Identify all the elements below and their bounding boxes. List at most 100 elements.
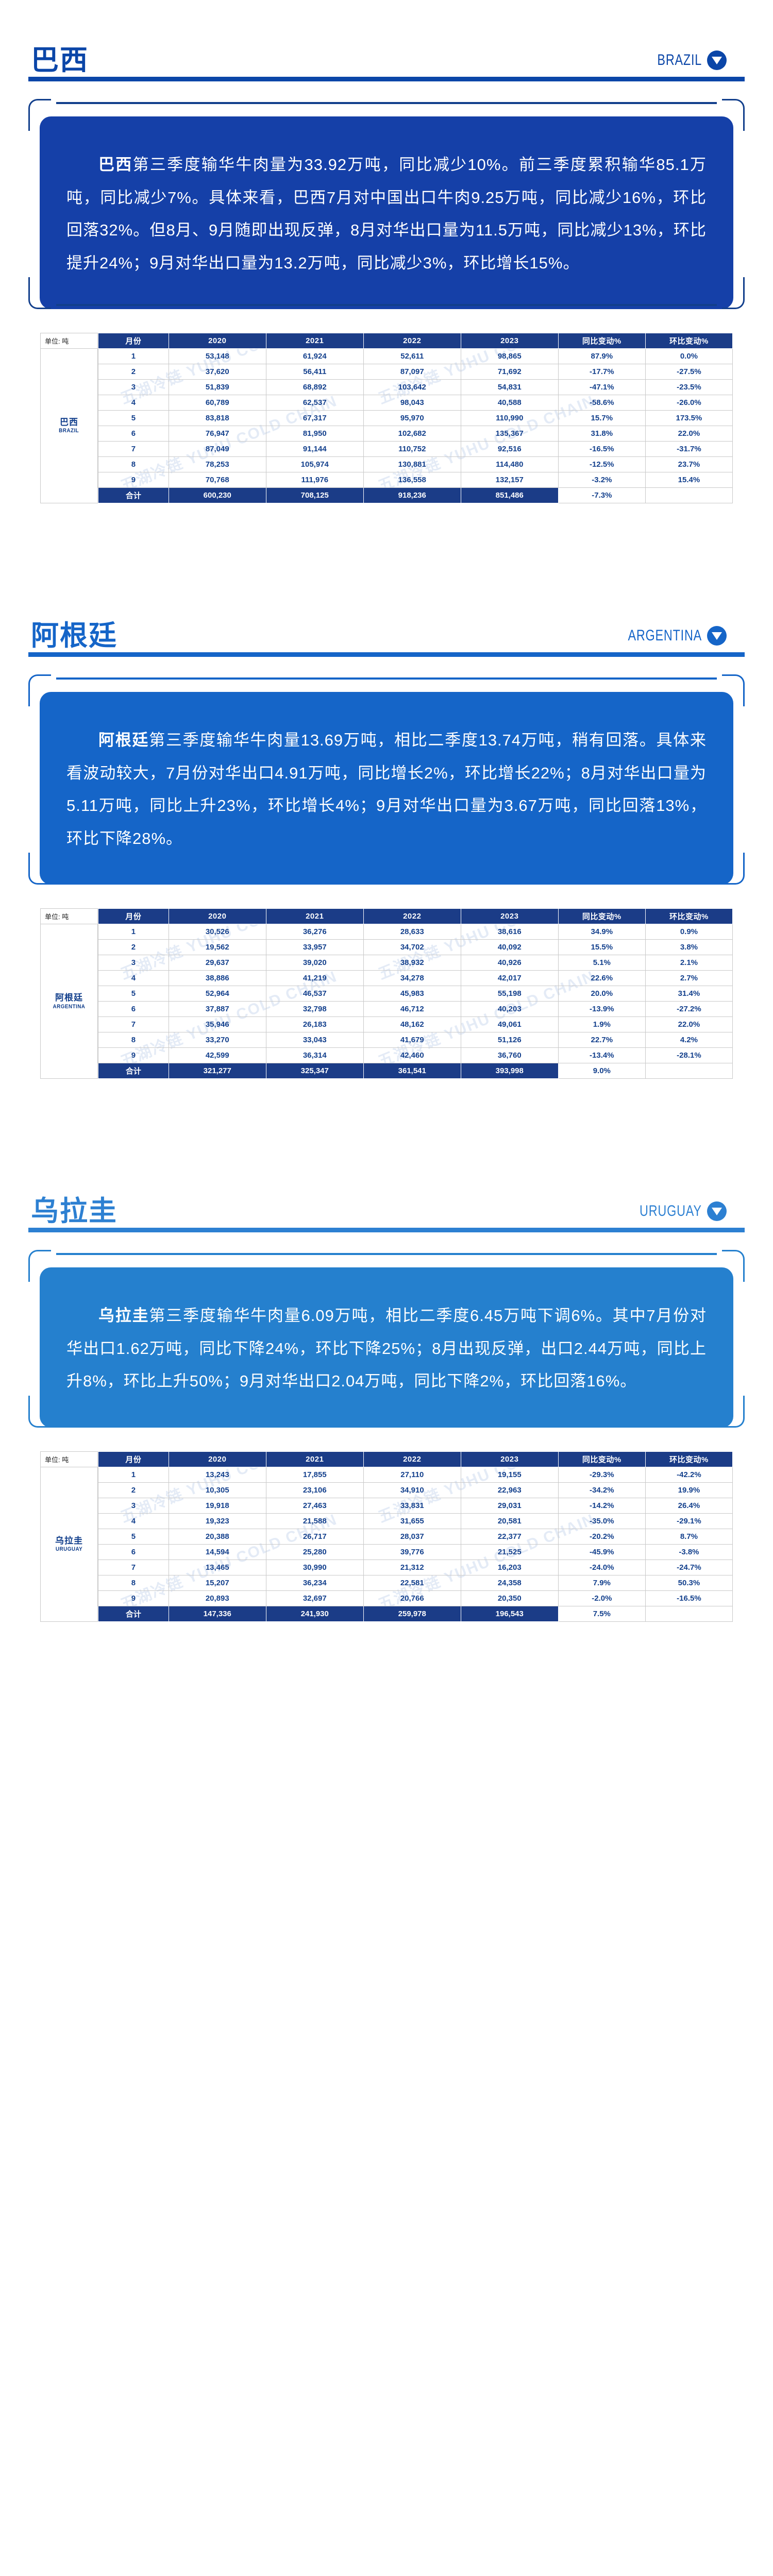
table-cell: 5 — [98, 410, 169, 427]
table-cell: -42.2% — [645, 1467, 733, 1483]
table-cell: 36,760 — [460, 1047, 559, 1064]
table-unit-column: 单位: 吨阿根廷 ARGENTINA — [40, 908, 98, 1079]
section-title-cn: 巴西 — [31, 45, 89, 76]
table-header-cell: 2022 — [363, 1451, 461, 1468]
table-cell: 26.4% — [645, 1498, 733, 1514]
table-header-cell: 月份 — [98, 1451, 169, 1468]
table-cell: 52,964 — [168, 986, 266, 1002]
table-cell: 56,411 — [265, 364, 364, 380]
table-cell: 62,537 — [265, 395, 364, 411]
table-total-cell — [645, 1606, 733, 1622]
table-cell: -58.6% — [558, 395, 646, 411]
table-cell: 87,049 — [168, 441, 266, 457]
quote-card-brazil: 巴西第三季度输华牛肉量为33.92万吨，同比减少10%。前三季度累积输华85.1… — [28, 99, 745, 310]
table-cell: 87,097 — [363, 364, 461, 380]
table-row: 8 78,253 105,974 130,881 114,480 -12.5% 23.7% — [98, 456, 733, 473]
table-cell: 10,305 — [168, 1482, 266, 1499]
table-cell: 102,682 — [363, 426, 461, 442]
table-cell: 25,280 — [265, 1544, 364, 1561]
table-total-cell: 600,230 — [168, 487, 266, 504]
table-row: 8 33,270 33,043 41,679 51,126 22.7% 4.2% — [98, 1032, 733, 1048]
table-cell: -23.5% — [645, 379, 733, 396]
table: 月份 2020 2021 2022 2023 同比变动% 环比变动% 1 53,148 61,92… — [98, 333, 733, 504]
table-row: 7 13,465 30,990 21,312 16,203 -24.0% -24.7% — [98, 1560, 733, 1576]
table-cell: -20.2% — [558, 1529, 646, 1545]
table-cell: 20,388 — [168, 1529, 266, 1545]
table-cell: 36,314 — [265, 1047, 364, 1064]
table-cell: 42,460 — [363, 1047, 461, 1064]
table-cell: 110,990 — [460, 410, 559, 427]
table-cell: 6 — [98, 1544, 169, 1561]
table-cell: 40,588 — [460, 395, 559, 411]
table-row: 7 35,946 26,183 48,162 49,061 1.9% 22.0% — [98, 1016, 733, 1033]
table-cell: 45,983 — [363, 986, 461, 1002]
table-unit-label: 单位: 吨 — [41, 909, 97, 925]
table-cell: 3 — [98, 1498, 169, 1514]
section-header-uruguay: 乌拉圭 URUGUAY — [0, 1156, 773, 1239]
section-header-brazil: 巴西 BRAZIL — [0, 5, 773, 88]
table-cell: 42,017 — [460, 970, 559, 987]
section-title-en: ARGENTINA — [628, 627, 702, 645]
table-total-cell: -7.3% — [558, 487, 646, 504]
table-header-cell: 2023 — [460, 1451, 559, 1468]
table-row: 3 29,637 39,020 38,932 40,926 5.1% 2.1% — [98, 955, 733, 971]
table-cell: 22,963 — [460, 1482, 559, 1499]
table-cell: -47.1% — [558, 379, 646, 396]
table-cell: 41,679 — [363, 1032, 461, 1048]
table-row: 6 37,887 32,798 46,712 40,203 -13.9% -27.2% — [98, 1001, 733, 1018]
table-cell: 46,712 — [363, 1001, 461, 1018]
quote-bottom-line — [56, 304, 717, 307]
triangle-down-icon[interactable] — [707, 50, 727, 70]
table-cell: 15,207 — [168, 1575, 266, 1591]
table-cell: 16,203 — [460, 1560, 559, 1576]
section-title-en-wrap: URUGUAY — [622, 1201, 727, 1222]
triangle-down-icon[interactable] — [707, 1201, 727, 1222]
table-cell: 38,932 — [363, 955, 461, 971]
table-cell: 19.9% — [645, 1482, 733, 1499]
table-total-cell: 918,236 — [363, 487, 461, 504]
table-row: 1 30,526 36,276 28,633 38,616 34.9% 0.9% — [98, 924, 733, 940]
table-row: 2 19,562 33,957 34,702 40,092 15.5% 3.8% — [98, 939, 733, 956]
table-cell: 4 — [98, 395, 169, 411]
table-cell: 55,198 — [460, 986, 559, 1002]
table-row: 3 51,839 68,892 103,642 54,831 -47.1% -23.5% — [98, 379, 733, 396]
table-cell: 7 — [98, 1560, 169, 1576]
table-cell: 34.9% — [558, 924, 646, 940]
table-cell: 5.1% — [558, 955, 646, 971]
table-country-en: BRAZIL — [59, 428, 79, 434]
table-row: 9 20,893 32,697 20,766 20,350 -2.0% -16.5% — [98, 1590, 733, 1607]
table-cell: 103,642 — [363, 379, 461, 396]
table-cell: 23.7% — [645, 456, 733, 473]
quote-body: 第三季度输华牛肉量6.09万吨，相比二季度6.45万吨下调6%。其中7月份对华出… — [66, 1307, 707, 1391]
table-cell: 98,043 — [363, 395, 461, 411]
table-cell: -16.5% — [645, 1590, 733, 1607]
table-cell: -28.1% — [645, 1047, 733, 1064]
triangle-down-icon[interactable] — [707, 626, 727, 646]
table-header-cell: 2023 — [460, 908, 559, 925]
table-cell: 1 — [98, 924, 169, 940]
quote-top-line — [56, 102, 717, 104]
table-cell: 13,465 — [168, 1560, 266, 1576]
data-table-argentina: 五湖冷链 YUHU COLD CHAIN 五湖冷链 YUHU COLD CHAIN… — [40, 908, 733, 1079]
table-cell: 130,881 — [363, 456, 461, 473]
table-cell: 9 — [98, 1590, 169, 1607]
table-cell: 1 — [98, 1467, 169, 1483]
table-cell: -3.8% — [645, 1544, 733, 1561]
quote-text: 巴西第三季度输华牛肉量为33.92万吨，同比减少10%。前三季度累积输华85.1… — [66, 148, 707, 279]
quote-top-line — [56, 1253, 717, 1256]
section-title-en: BRAZIL — [657, 52, 702, 69]
section-divider-rule — [28, 652, 745, 657]
table-cell: 132,157 — [460, 472, 559, 488]
table: 月份 2020 2021 2022 2023 同比变动% 环比变动% 1 30,526 36,27… — [98, 908, 733, 1079]
table-cell: 0.0% — [645, 348, 733, 365]
table-cell: 27,463 — [265, 1498, 364, 1514]
table-cell: 33,831 — [363, 1498, 461, 1514]
section-title-en-wrap: BRAZIL — [645, 50, 727, 70]
table-unit-column: 单位: 吨巴西 BRAZIL — [40, 333, 98, 504]
triangle-down-glyph — [712, 1207, 722, 1215]
table-cell: -13.9% — [558, 1001, 646, 1018]
table-cell: -27.2% — [645, 1001, 733, 1018]
table-header-row: 月份 2020 2021 2022 2023 同比变动% 环比变动% — [98, 1451, 733, 1468]
quote-lead: 巴西 — [98, 156, 133, 174]
table-cell: 52,611 — [363, 348, 461, 365]
